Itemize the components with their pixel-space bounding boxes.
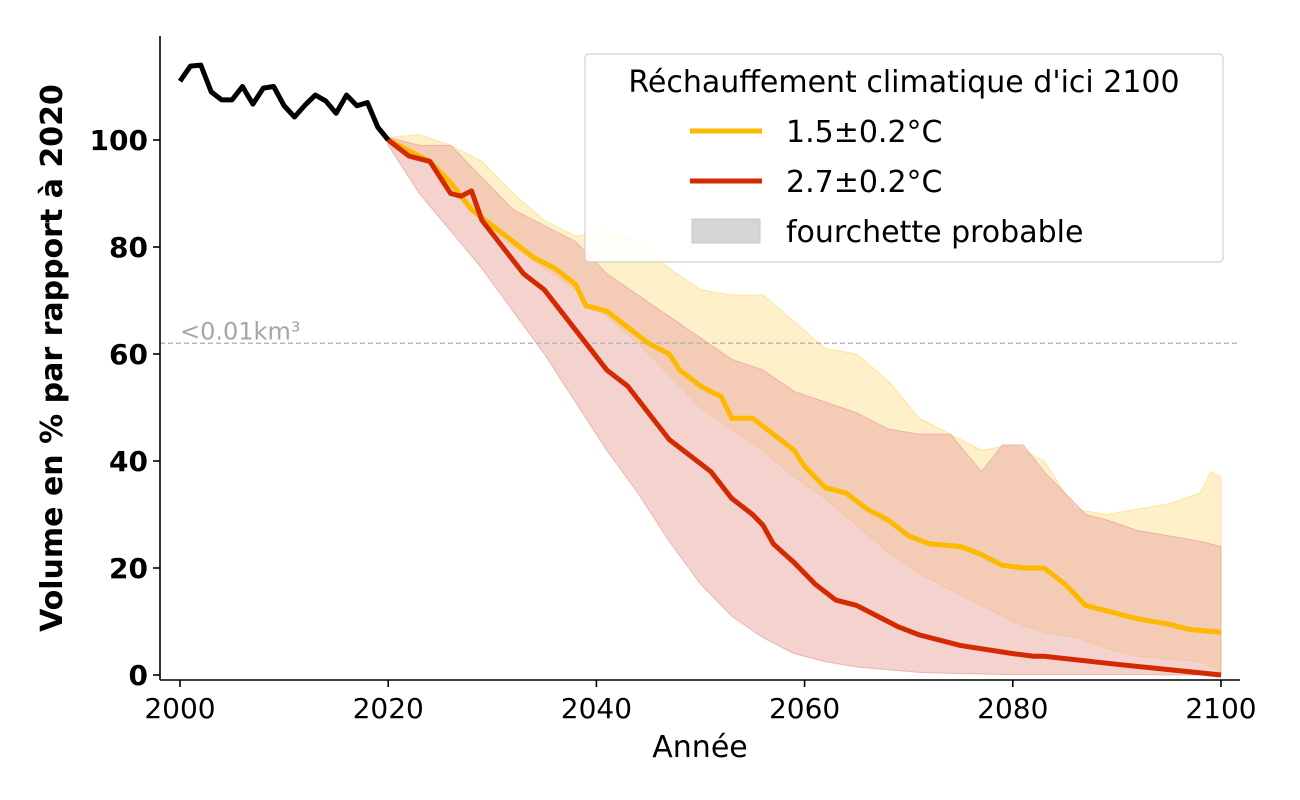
legend-box bbox=[584, 53, 1224, 263]
x-tick-label: 2000 bbox=[144, 692, 215, 725]
y-tick-label: 80 bbox=[109, 231, 148, 264]
x-tick-label: 2080 bbox=[977, 692, 1048, 725]
legend: Réchauffement climatique d'ici 2100 1.5±… bbox=[584, 53, 1224, 263]
y-tick-label: 0 bbox=[129, 659, 148, 692]
series-line-2-7-0-2-C bbox=[386, 138, 1222, 678]
legend-label-1-5: 1.5±0.2°C bbox=[786, 115, 943, 150]
x-tick-label: 2100 bbox=[1185, 692, 1256, 725]
x-axis-label: Année bbox=[652, 730, 747, 765]
series-lines bbox=[177, 62, 1222, 678]
x-tick-label: 2020 bbox=[353, 692, 424, 725]
y-axis-label: Volume en % par rapport à 2020 bbox=[35, 84, 70, 632]
legend-label-band: fourchette probable bbox=[786, 215, 1083, 250]
y-tick-label: 40 bbox=[109, 445, 148, 478]
x-tick-label: 2040 bbox=[561, 692, 632, 725]
y-ticks: 0 20 40 60 80 100 bbox=[90, 124, 160, 692]
y-tick-label: 60 bbox=[109, 338, 148, 371]
x-tick-label: 2060 bbox=[769, 692, 840, 725]
reference-hline-label: <0.01km³ bbox=[180, 317, 300, 345]
series-line-historique bbox=[177, 62, 391, 142]
legend-label-2-7: 2.7±0.2°C bbox=[786, 165, 943, 200]
x-ticks: 2000 2020 2040 2060 2080 2100 bbox=[144, 680, 1257, 725]
y-tick-label: 100 bbox=[90, 124, 148, 157]
uncertainty-bands bbox=[387, 134, 1222, 676]
legend-title: Réchauffement climatique d'ici 2100 bbox=[628, 65, 1179, 100]
y-tick-label: 20 bbox=[109, 552, 148, 585]
reference-line-group: <0.01km³ bbox=[160, 317, 1240, 345]
series-line-1-5-0-2-C bbox=[387, 137, 1222, 635]
legend-swatch-band bbox=[691, 218, 761, 244]
